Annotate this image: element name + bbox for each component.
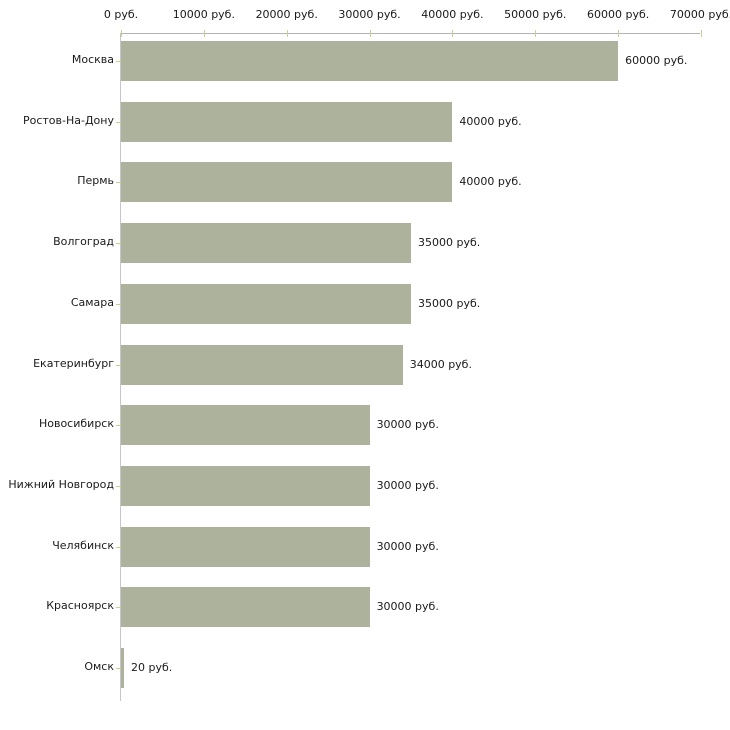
bar-row: 30000 руб.	[116, 526, 700, 567]
x-axis-tick-label: 0 руб.	[103, 8, 139, 21]
bar-value-label: 35000 руб.	[418, 296, 481, 310]
x-axis-tick-label: 30000 руб.	[338, 8, 401, 21]
bar-value-label: 30000 руб.	[376, 600, 439, 614]
bar-11	[121, 648, 124, 688]
x-axis-tick	[369, 30, 371, 37]
bar-row: 35000 руб.	[116, 223, 700, 264]
bar-row: 20 руб.	[116, 648, 700, 688]
category-label: Омск	[84, 660, 114, 673]
bar-3	[121, 162, 453, 203]
bar-value-label: 40000 руб.	[459, 114, 522, 128]
category-label: Красноярск	[46, 599, 114, 613]
plot-area: 0 руб. 10000 руб. 20000 руб. 30000 руб. 4000…	[104, 8, 730, 701]
x-axis-tick	[286, 30, 288, 37]
category-label: Волгоград	[53, 235, 114, 249]
bar-2	[121, 101, 453, 142]
category-label: Екатеринбург	[33, 356, 114, 370]
category-label: Ростов-На-Дону	[22, 113, 114, 127]
x-axis-tick	[535, 30, 537, 37]
x-axis-tick	[701, 30, 702, 37]
category-tick	[116, 243, 121, 245]
category-tick	[116, 485, 121, 487]
bar-value-label: 30000 руб.	[376, 418, 439, 432]
x-axis-tick-label: 40000 руб.	[421, 8, 484, 21]
bar-5	[121, 283, 411, 324]
category-tick	[116, 364, 121, 366]
bar-9	[121, 526, 370, 567]
x-axis-tick	[618, 30, 620, 37]
category-tick	[116, 607, 121, 609]
x-axis-tick	[452, 30, 454, 37]
category-tick	[116, 303, 121, 305]
category-tick	[116, 546, 121, 548]
category-tick	[116, 668, 121, 669]
category-label: Москва	[71, 53, 114, 66]
category-label: Новосибирск	[38, 417, 114, 431]
bar-row: 40000 руб.	[116, 101, 700, 142]
bar-value-label: 34000 руб.	[409, 357, 472, 371]
bar-1	[121, 41, 619, 81]
bar-value-label: 30000 руб.	[376, 539, 439, 553]
bar-10	[121, 587, 370, 628]
bar-value-label: 40000 руб.	[459, 175, 522, 189]
bar-row: 40000 руб.	[116, 162, 700, 203]
category-tick	[116, 121, 121, 123]
bar-6	[121, 344, 403, 385]
bar-row: 30000 руб.	[116, 465, 700, 506]
category-tick	[116, 182, 121, 184]
x-axis-tick-label: 60000 руб.	[587, 8, 650, 21]
x-axis-tick-label: 50000 руб.	[504, 8, 567, 21]
x-axis-tick-label: 70000 руб.	[669, 8, 730, 21]
category-tick	[116, 61, 121, 62]
bar-value-label: 60000 руб.	[625, 54, 688, 67]
bar-value-label: 20 руб.	[131, 661, 173, 674]
bar-8	[121, 465, 370, 506]
category-tick	[116, 425, 121, 427]
bar-4	[121, 223, 411, 264]
bar-row: 35000 руб.	[116, 283, 700, 324]
bar-row: 30000 руб.	[116, 405, 700, 446]
bar-value-label: 30000 руб.	[376, 478, 439, 492]
x-axis-tick-label: 20000 руб.	[255, 8, 318, 21]
bar-7	[121, 405, 370, 446]
category-label: Нижний Новгород	[8, 477, 114, 491]
x-axis-tick	[203, 30, 205, 37]
category-label: Пермь	[77, 174, 114, 188]
x-axis-tick-label: 10000 руб.	[172, 8, 235, 21]
category-label: Самара	[70, 295, 114, 309]
bar-row: 34000 руб.	[116, 344, 700, 385]
category-label: Челябинск	[52, 538, 114, 552]
x-axis-tick	[121, 30, 122, 37]
bar-row: 30000 руб.	[116, 587, 700, 628]
bar-value-label: 35000 руб.	[418, 236, 481, 250]
bar-row: 60000 руб.	[116, 41, 700, 81]
